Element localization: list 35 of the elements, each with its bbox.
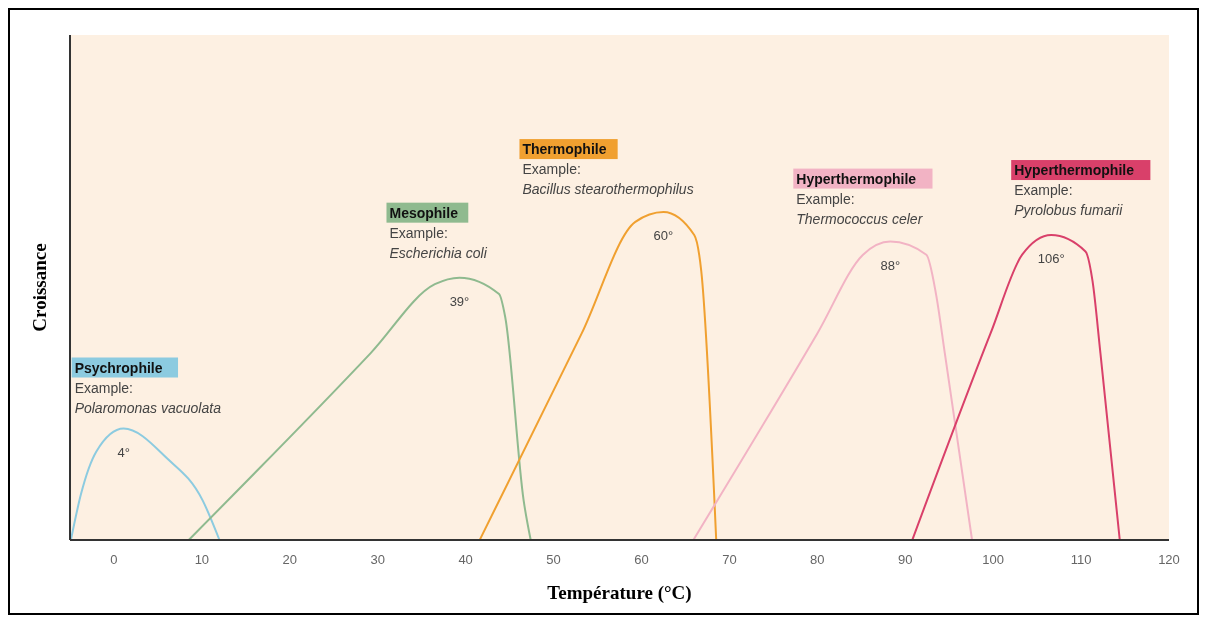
x-tick-label: 60 [634, 552, 649, 567]
annotation: Polaromonas vacuolata [74, 399, 222, 416]
x-tick-label: 70 [722, 552, 737, 567]
x-tick-label: 0 [110, 552, 118, 567]
x-tick-label: 100 [982, 552, 1005, 567]
text: Hyperthermophile [796, 170, 917, 187]
text: Psychrophile [74, 359, 163, 376]
x-tick-label: 90 [898, 552, 913, 567]
text: Example: [1014, 182, 1073, 199]
text: Example: [522, 161, 581, 178]
annotation: 88° [880, 257, 901, 273]
annotation: Example: [74, 379, 133, 396]
text: Thermophile [522, 141, 607, 158]
annotation: 4° [117, 444, 130, 460]
text: Example: [796, 190, 855, 207]
annotation: 39° [449, 293, 470, 309]
x-axis-title: Température (°C) [547, 582, 692, 604]
annotation: 106° [1037, 251, 1065, 267]
x-tick-label: 80 [810, 552, 825, 567]
x-tick-label: 40 [458, 552, 473, 567]
text: Bacillus stearothermophilus [522, 181, 694, 198]
x-tick-label: 10 [194, 552, 210, 567]
annotation: Thermococcus celer [796, 210, 924, 227]
annotation: Escherichia coli [389, 244, 488, 261]
text: Hyperthermophile [1014, 162, 1135, 179]
y-axis-title: Croissance [29, 243, 50, 332]
text: Mesophile [389, 204, 459, 221]
x-tick-label: 20 [282, 552, 298, 567]
annotation: 60° [653, 228, 674, 244]
x-tick-label: 30 [370, 552, 385, 567]
x-tick-label: 50 [546, 552, 561, 567]
annotation: Pyrolobus fumarii [1014, 202, 1124, 219]
annotation: Example: [389, 224, 448, 241]
x-tick-label: 110 [1070, 552, 1092, 567]
x-tick-label: 120 [1158, 552, 1180, 567]
